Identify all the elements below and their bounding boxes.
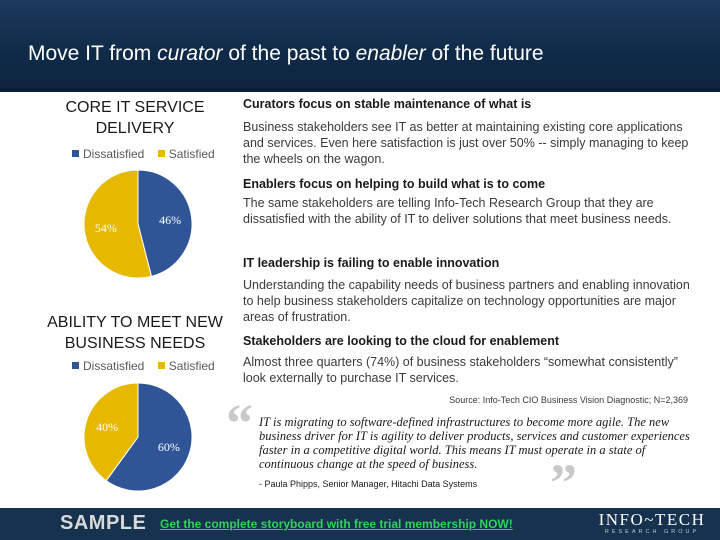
pie-slice-satisfied [83, 382, 139, 482]
footer-bar: SAMPLE Get the complete storyboard with … [0, 508, 720, 540]
legend-item-satisfied: Satisfied [157, 147, 215, 161]
chart-legend-core-it: Dissatisfied Satisfied [72, 147, 225, 161]
point-enablers: Enablers focus on helping to build what … [243, 176, 693, 227]
legend-swatch-dissatisfied [72, 362, 79, 369]
point-heading: Stakeholders are looking to the cloud fo… [243, 334, 560, 348]
pie-chart-new-business-needs: 60% 40% [83, 382, 193, 492]
point-body: Almost three quarters (74%) of business … [243, 355, 678, 385]
point-heading: IT leadership is failing to enable innov… [243, 256, 500, 270]
point-cloud: Stakeholders are looking to the cloud fo… [243, 333, 693, 386]
point-curators: Curators focus on stable maintenance of … [243, 96, 693, 167]
slide-title: Move IT from curator of the past to enab… [28, 42, 544, 65]
trial-membership-link[interactable]: Get the complete storyboard with free tr… [160, 517, 513, 531]
chart-title-new-business-needs: ABILITY TO MEET NEW BUSINESS NEEDS [47, 314, 223, 352]
pie-slice-dissatisfied [137, 169, 193, 277]
open-quote-icon: “ [226, 393, 253, 453]
quote-attribution: - Paula Phipps, Senior Manager, Hitachi … [259, 479, 478, 489]
pie-label-dissatisfied: 46% [159, 213, 181, 227]
legend-swatch-dissatisfied [72, 150, 79, 157]
point-innovation: IT leadership is failing to enable innov… [243, 255, 693, 325]
point-heading: Enablers focus on helping to build what … [243, 177, 546, 191]
point-body: The same stakeholders are telling Info-T… [243, 196, 672, 226]
logo-wordmark: INFO~TECH [598, 510, 706, 529]
pie-label-dissatisfied: 60% [158, 440, 180, 454]
pie-slice-dissatisfied [105, 382, 193, 492]
chart-legend-new-business-needs: Dissatisfied Satisfied [72, 359, 225, 373]
point-heading: Curators focus on stable maintenance of … [243, 97, 532, 111]
legend-item-dissatisfied: Dissatisfied [72, 147, 144, 161]
legend-swatch-satisfied [157, 362, 165, 369]
chart-title-core-it: CORE IT SERVICE DELIVERY [65, 99, 205, 137]
header-rule [0, 88, 720, 92]
info-tech-logo: INFO~TECH RESEARCH GROUP [592, 511, 712, 536]
pie-slice-satisfied [83, 169, 153, 279]
pie-chart-core-it: 46% 54% [83, 169, 193, 279]
legend-swatch-satisfied [157, 150, 165, 157]
pie-label-satisfied: 40% [96, 420, 118, 434]
legend-item-dissatisfied: Dissatisfied [72, 359, 144, 373]
pie-label-satisfied: 54% [95, 221, 117, 235]
quote-text: IT is migrating to software-defined infr… [259, 415, 690, 471]
sample-label: SAMPLE [60, 512, 147, 534]
source-note: Source: Info-Tech CIO Business Vision Di… [449, 395, 688, 405]
logo-tagline: RESEARCH GROUP [604, 529, 700, 535]
point-body: Business stakeholders see IT as better a… [243, 120, 689, 166]
point-body: Understanding the capability needs of bu… [243, 278, 690, 324]
close-quote-icon: ” [550, 453, 577, 513]
legend-item-satisfied: Satisfied [157, 359, 215, 373]
slide-header: Move IT from curator of the past to enab… [0, 0, 720, 92]
